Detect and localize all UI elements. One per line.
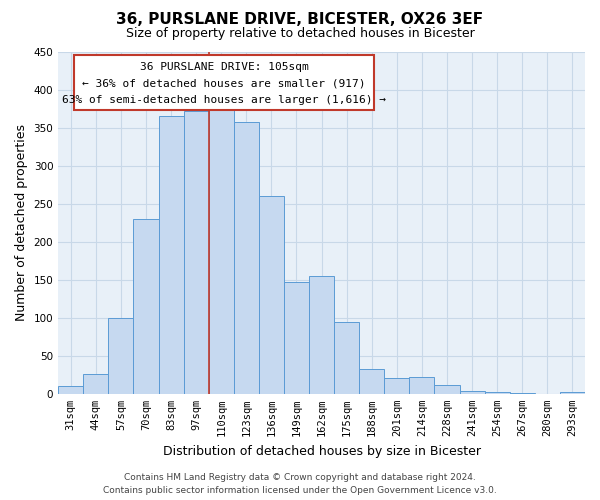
- Bar: [133, 219, 158, 394]
- Text: Size of property relative to detached houses in Bicester: Size of property relative to detached ho…: [125, 28, 475, 40]
- Text: Contains HM Land Registry data © Crown copyright and database right 2024.
Contai: Contains HM Land Registry data © Crown c…: [103, 473, 497, 495]
- Bar: [184, 111, 209, 394]
- Bar: [510, 393, 535, 394]
- Bar: [334, 322, 359, 394]
- Bar: [74, 55, 374, 110]
- Bar: [284, 282, 309, 394]
- X-axis label: Distribution of detached houses by size in Bicester: Distribution of detached houses by size …: [163, 444, 481, 458]
- Bar: [158, 116, 184, 394]
- Bar: [359, 368, 385, 394]
- Text: 36 PURSLANE DRIVE: 105sqm: 36 PURSLANE DRIVE: 105sqm: [140, 62, 308, 72]
- Bar: [560, 392, 585, 394]
- Bar: [259, 196, 284, 394]
- Bar: [234, 122, 259, 394]
- Bar: [309, 276, 334, 394]
- Text: 63% of semi-detached houses are larger (1,616) →: 63% of semi-detached houses are larger (…: [62, 95, 386, 105]
- Text: ← 36% of detached houses are smaller (917): ← 36% of detached houses are smaller (91…: [82, 78, 366, 88]
- Bar: [58, 386, 83, 394]
- Bar: [409, 377, 434, 394]
- Bar: [434, 386, 460, 394]
- Bar: [109, 318, 133, 394]
- Y-axis label: Number of detached properties: Number of detached properties: [15, 124, 28, 321]
- Bar: [460, 391, 485, 394]
- Bar: [485, 392, 510, 394]
- Bar: [209, 110, 234, 394]
- Bar: [83, 374, 109, 394]
- Bar: [385, 378, 409, 394]
- Text: 36, PURSLANE DRIVE, BICESTER, OX26 3EF: 36, PURSLANE DRIVE, BICESTER, OX26 3EF: [116, 12, 484, 28]
